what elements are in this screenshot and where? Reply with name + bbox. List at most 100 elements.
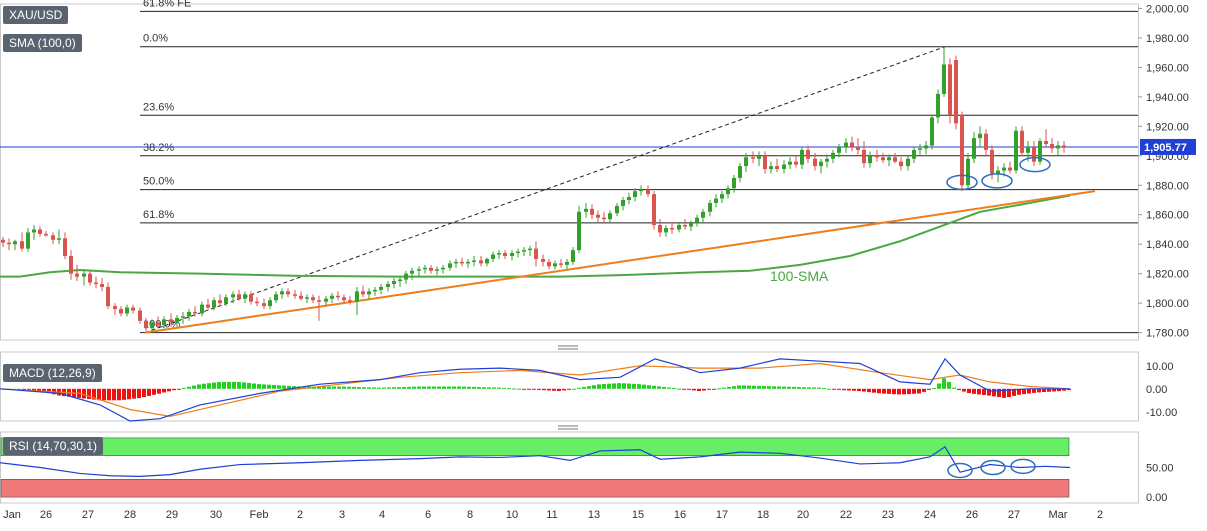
macd-histogram-bar (1027, 388, 1031, 394)
macd-histogram-bar (402, 386, 406, 389)
macd-histogram-bar (287, 385, 291, 389)
candle-body (94, 282, 98, 284)
candle-body (627, 197, 631, 200)
macd-histogram-bar (437, 386, 441, 389)
rsi-overbought-band (0, 437, 1070, 456)
candle-body (299, 295, 303, 299)
macd-histogram-bar (272, 385, 276, 389)
macd-histogram-bar (512, 388, 516, 390)
macd-histogram-bar (542, 388, 546, 391)
macd-histogram-bar (827, 388, 831, 390)
macd-histogram-bar (877, 388, 881, 394)
candle-body (187, 312, 191, 317)
macd-histogram-bar (157, 388, 161, 394)
symbol-label[interactable]: XAU/USD (3, 6, 69, 24)
price-axis-label: 1,940.00 (1146, 92, 1189, 104)
candle-body (150, 322, 154, 329)
macd-histogram-bar (577, 387, 581, 389)
candle-body (942, 64, 946, 94)
macd-histogram-bar (292, 386, 296, 389)
candle-body (856, 146, 860, 150)
candle-body (596, 214, 600, 218)
candle-body (472, 260, 476, 262)
macd-histogram-bar (497, 387, 501, 389)
macd-histogram-bar (1057, 388, 1061, 392)
candle-body (806, 149, 810, 159)
macd-signal-line (0, 362, 1071, 418)
candle-body (26, 232, 30, 249)
macd-histogram-bar (812, 387, 816, 389)
candle-body (57, 238, 61, 240)
macd-histogram-bar (377, 387, 381, 389)
macd-histogram-bar (652, 385, 656, 389)
candle-body (100, 284, 104, 287)
macd-histogram-bar (477, 387, 481, 389)
macd-histogram-bar (42, 388, 46, 393)
annotation-circle (946, 174, 978, 191)
candle-body (571, 250, 575, 262)
sma-label[interactable]: SMA (100,0) (3, 34, 82, 52)
macd-histogram-bar (552, 388, 556, 391)
macd-histogram-bar (677, 388, 681, 390)
fib-projection-line (144, 46, 946, 334)
candle-body (844, 142, 848, 147)
candle-body (813, 158, 817, 167)
macd-histogram-bar (97, 388, 101, 401)
fib-level-label: 38.2% (143, 142, 174, 154)
candle-body (621, 200, 625, 206)
candle-body (893, 157, 897, 162)
candle-body (497, 253, 501, 255)
macd-histogram-bar (527, 388, 531, 390)
macd-histogram-bar (872, 388, 876, 393)
rsi-oversold-band (0, 479, 1070, 498)
macd-histogram-bar (452, 386, 456, 389)
macd-histogram-bar (222, 381, 226, 389)
macd-label[interactable]: MACD (12,26,9) (3, 364, 102, 382)
candle-body (1026, 146, 1030, 153)
candle-body (113, 306, 117, 310)
macd-histogram-bar (487, 387, 491, 389)
macd-histogram-bar (117, 388, 121, 401)
macd-histogram-bar (227, 381, 231, 389)
macd-histogram-bar (682, 388, 686, 390)
candle-body (324, 298, 328, 302)
macd-axis-label: 10.00 (1146, 361, 1174, 373)
candle-body (972, 138, 976, 159)
candle-body (51, 235, 55, 240)
candle-body (924, 145, 928, 149)
candle-body (565, 261, 569, 265)
macd-histogram-bar (242, 382, 246, 389)
candle-body (954, 60, 958, 124)
macd-histogram-bar (167, 388, 171, 392)
candle-body (577, 211, 581, 251)
candle-body (534, 248, 538, 259)
macd-histogram-bar (382, 387, 386, 389)
price-axis-label: 1,960.00 (1146, 62, 1189, 74)
macd-histogram-bar (507, 388, 511, 390)
macd-histogram-bar (597, 384, 601, 389)
macd-histogram-bar (1032, 388, 1036, 393)
price-axis-label: 1,920.00 (1146, 121, 1189, 133)
macd-histogram-bar (902, 388, 906, 395)
candle-body (720, 194, 724, 199)
candle-body (1008, 167, 1012, 171)
macd-histogram-bar (732, 386, 736, 389)
rsi-label[interactable]: RSI (14,70,30,1) (3, 437, 104, 455)
date-axis-label: 11 (546, 509, 557, 521)
macd-histogram-bar (907, 388, 911, 395)
macd-histogram-bar (107, 388, 111, 401)
candle-body (348, 300, 352, 302)
date-axis-label: 23 (882, 509, 894, 521)
sma-100-line (0, 194, 1071, 278)
macd-histogram-bar (447, 386, 451, 389)
candle-body (249, 294, 253, 302)
last-price-badge (1140, 138, 1196, 155)
macd-histogram-bar (722, 387, 726, 389)
macd-histogram-bar (212, 382, 216, 389)
candle-body (732, 177, 736, 189)
candle-body (311, 297, 315, 301)
candle-body (75, 273, 79, 277)
date-axis-label: 26 (966, 509, 978, 521)
date-axis-label: Jan (3, 509, 21, 521)
candle-body (13, 241, 17, 245)
